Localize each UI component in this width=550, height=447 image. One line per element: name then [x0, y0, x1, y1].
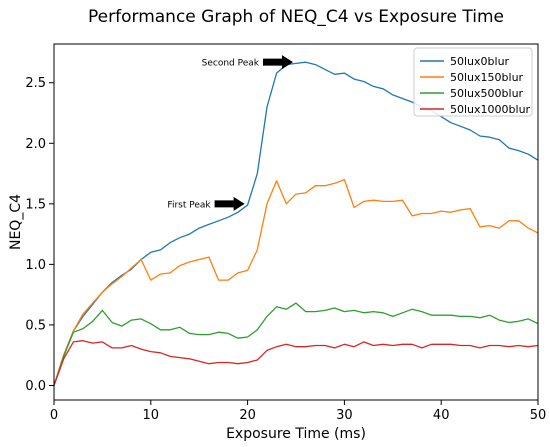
plot-area-frame: [53, 43, 539, 401]
y-tick-label-0: 0.0: [25, 379, 46, 394]
legend: 50lux0blur 50lux150blur 50lux500blur 50lux1…: [413, 47, 533, 117]
x-tick-label-0: 0: [50, 408, 58, 423]
x-axis-ticks: 0 10 20 30 40 50: [50, 400, 546, 423]
series-line-2: [53, 302, 539, 386]
x-tick-label-5: 50: [530, 408, 547, 423]
y-tick-label-2: 1.0: [25, 258, 46, 273]
x-tick-label-3: 30: [336, 408, 353, 423]
y-tick-label-4: 2.0: [25, 137, 46, 152]
annotation-label-1: Second Peak: [202, 59, 260, 69]
x-tick-label-2: 20: [239, 408, 256, 423]
series-line-1: [53, 178, 539, 386]
series-group: [53, 61, 539, 386]
legend-label-0: 50lux0blur: [450, 55, 510, 68]
legend-label-3: 50lux1000blur: [450, 103, 531, 116]
y-tick-label-5: 2.5: [25, 76, 46, 91]
x-axis-label: Exposure Time (ms): [226, 426, 366, 442]
x-tick-label-4: 40: [433, 408, 450, 423]
chart-title: Performance Graph of NEQ_C4 vs Exposure …: [88, 7, 504, 27]
legend-label-1: 50lux150blur: [450, 71, 524, 84]
y-axis-label: NEQ_C4: [8, 194, 24, 250]
annotation-arrow-1: [263, 55, 293, 70]
y-tick-label-1: 0.5: [25, 318, 46, 333]
legend-box: [413, 47, 533, 117]
annotation-label-0: First Peak: [167, 200, 211, 210]
annotations-group: First Peak Second Peak: [167, 55, 293, 211]
x-tick-label-1: 10: [143, 408, 160, 423]
legend-label-2: 50lux500blur: [450, 87, 524, 100]
series-line-3: [53, 340, 539, 386]
annotation-arrow-0: [214, 196, 245, 211]
y-tick-label-3: 1.5: [25, 197, 46, 212]
y-axis-ticks: 0.0 0.5 1.0 1.5 2.0 2.5: [25, 76, 54, 394]
